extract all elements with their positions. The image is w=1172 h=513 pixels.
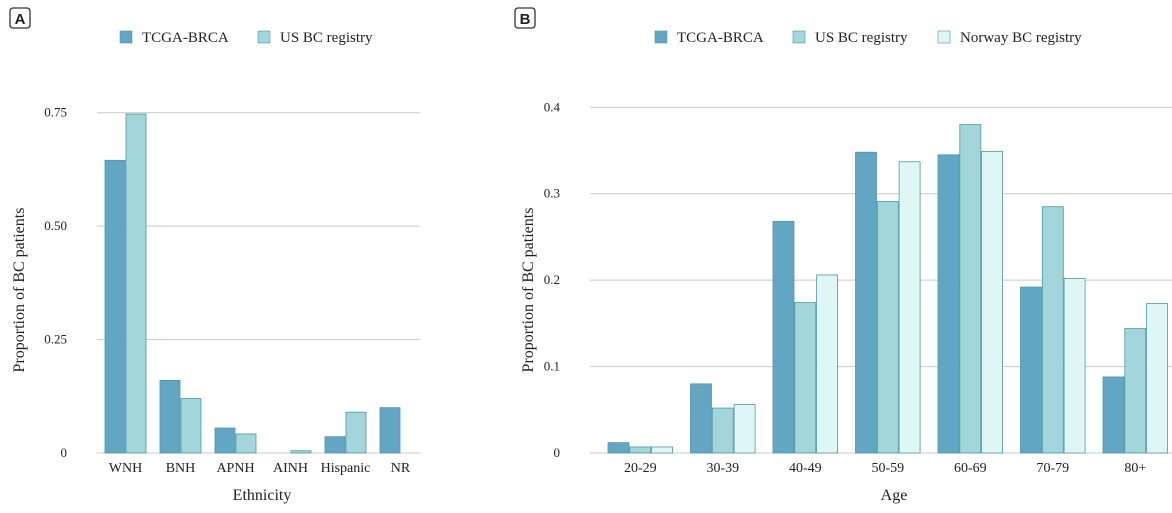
legend: TCGA-BRCA US BC registry [119, 30, 373, 46]
x-tick-label: NR [391, 461, 411, 476]
x-tick-label: 70-79 [1036, 461, 1069, 476]
bar-tcga-50-59 [855, 151, 877, 454]
y-tick-label: 0.3 [544, 186, 560, 201]
panel-label-text: B [520, 11, 531, 28]
x-tick-label: WNH [109, 461, 142, 476]
bar-us-60-69 [959, 124, 982, 454]
panel-label-a: A [9, 7, 31, 29]
bar-us-20-29 [629, 446, 652, 454]
bar-norway-80+ [1146, 303, 1168, 454]
legend: TCGA-BRCA US BC registry Norway BC registr… [654, 30, 1082, 46]
y-tick-label: 0.4 [544, 99, 561, 114]
legend-swatch-us [792, 30, 806, 44]
bar-norway-40-49 [816, 274, 838, 454]
bar-norway-20-29 [651, 446, 673, 454]
x-tick-label: Hispanic [321, 461, 371, 476]
bar-tcga-wnh [104, 159, 126, 454]
bar-us-70-79 [1041, 206, 1064, 454]
panel-label-box [514, 7, 536, 29]
bar-us-30-39 [711, 407, 734, 454]
bar-us-50-59 [876, 201, 899, 454]
bar-tcga-30-39 [690, 383, 712, 454]
panel-label-box [9, 7, 31, 29]
bar-us-apnh [235, 433, 257, 454]
bar-tcga-80+ [1102, 376, 1125, 454]
bar-tcga-60-69 [937, 154, 960, 454]
bar-tcga-bnh [159, 379, 181, 454]
bar-us-40-49 [794, 302, 817, 454]
x-tick-label: 40-49 [789, 461, 822, 476]
bar-tcga-20-29 [607, 442, 630, 454]
x-tick-label: 80+ [1124, 461, 1146, 476]
bar-us-wnh [125, 113, 147, 454]
x-axis-label: Age [881, 487, 908, 504]
panel-label-b: B [514, 7, 536, 29]
legend-label-tcga: TCGA-BRCA [142, 30, 229, 46]
y-tick-label: 0.25 [44, 332, 67, 347]
x-tick-label: 60-69 [954, 461, 987, 476]
bar-tcga-70-79 [1020, 286, 1042, 454]
legend-swatch-tcga [654, 30, 668, 44]
x-tick-label: AINH [273, 461, 308, 476]
bar-norway-50-59 [898, 161, 921, 454]
bar-us-bnh [180, 398, 202, 454]
bar-tcga-40-49 [772, 220, 795, 454]
y-tick-label: 0.2 [544, 272, 560, 287]
panel-b-chart: B 0 0.1 0.2 0.3 0.4 20-29 30-39 40-49 50-59 60-69 7… [514, 7, 1172, 504]
x-axis-label: Ethnicity [233, 487, 292, 504]
legend-label-us: US BC registry [280, 30, 373, 46]
y-tick-label: 0 [61, 445, 68, 460]
bar-tcga-apnh [214, 427, 236, 454]
legend-swatch-us [257, 30, 271, 44]
legend-label-norway: Norway BC registry [960, 30, 1082, 46]
bar-us-80+ [1124, 328, 1147, 454]
y-tick-label: 0.75 [44, 105, 67, 120]
y-tick-label: 0 [554, 445, 561, 460]
bar-norway-70-79 [1063, 278, 1086, 454]
y-axis-label: Proportion of BC patients [11, 208, 28, 373]
x-tick-label: 20-29 [624, 461, 657, 476]
legend-label-tcga: TCGA-BRCA [677, 30, 764, 46]
bar-us-ainh [290, 450, 312, 454]
y-tick-label: 0.1 [544, 359, 560, 374]
y-axis-label: Proportion of BC patients [520, 208, 537, 373]
x-tick-label: APNH [216, 461, 254, 476]
legend-swatch-tcga [119, 30, 133, 44]
legend-label-us: US BC registry [815, 30, 908, 46]
legend-swatch-norway [937, 30, 951, 44]
bar-norway-60-69 [981, 150, 1003, 454]
x-tick-label: 30-39 [706, 461, 739, 476]
panel-label-text: A [15, 11, 26, 28]
bar-us-hispanic [345, 411, 367, 454]
bar-tcga-hispanic [324, 436, 346, 454]
y-tick-label: 0.50 [44, 218, 67, 233]
x-tick-label: BNH [166, 461, 196, 476]
x-tick-label: 50-59 [871, 461, 904, 476]
panel-a-chart: A 0 0.25 0.50 0.75 WNH BNH APNH AINH Hispanic NR Et… [9, 7, 420, 504]
bar-norway-30-39 [733, 404, 756, 454]
bar-tcga-nr [379, 407, 401, 454]
